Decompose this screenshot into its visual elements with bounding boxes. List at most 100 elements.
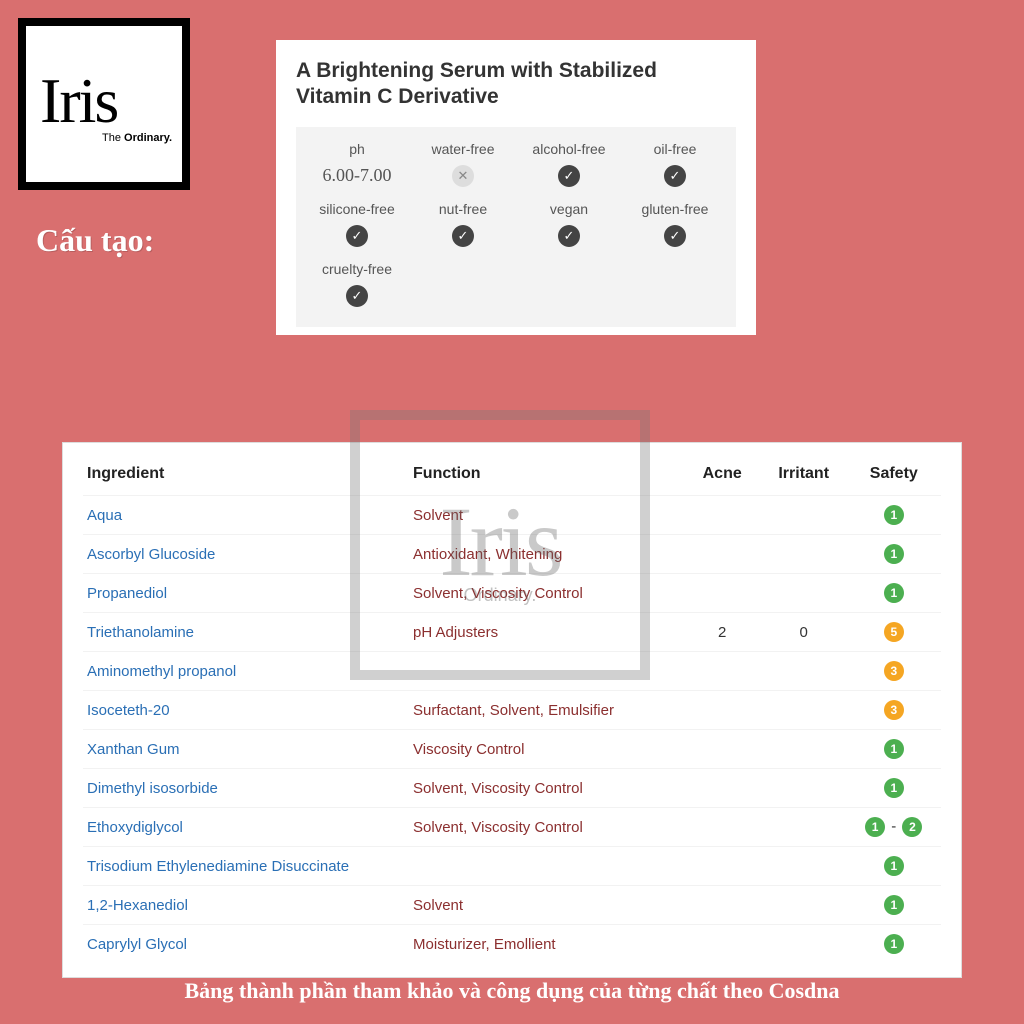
attr-item: ph 6.00-7.00: [304, 141, 410, 187]
cell-ingredient[interactable]: 1,2-Hexanediol: [83, 886, 409, 925]
cell-function: Solvent, Viscosity Control: [409, 769, 684, 808]
cell-irritant: [761, 574, 847, 613]
cell-ingredient[interactable]: Aminomethyl propanol: [83, 652, 409, 691]
attr-item: silicone-free ✓: [304, 201, 410, 247]
cell-safety: 1: [847, 925, 941, 964]
table-row: Ascorbyl GlucosideAntioxidant, Whitening…: [83, 535, 941, 574]
cell-acne: [684, 496, 761, 535]
card-title: A Brightening Serum with Stabilized Vita…: [296, 58, 736, 111]
attr-label: gluten-free: [622, 201, 728, 217]
safety-badge: 2: [902, 817, 922, 837]
safety-badge: 3: [884, 661, 904, 681]
safety-badge: 1: [865, 817, 885, 837]
cell-ingredient[interactable]: Triethanolamine: [83, 613, 409, 652]
cell-safety: 1: [847, 574, 941, 613]
cell-irritant: [761, 652, 847, 691]
safety-badge: 1: [884, 856, 904, 876]
th-function: Function: [409, 457, 684, 496]
cell-acne: [684, 769, 761, 808]
cell-ingredient[interactable]: Propanediol: [83, 574, 409, 613]
table-row: PropanediolSolvent, Viscosity Control 1: [83, 574, 941, 613]
cell-ingredient[interactable]: Xanthan Gum: [83, 730, 409, 769]
cell-irritant: [761, 886, 847, 925]
attr-label: vegan: [516, 201, 622, 217]
section-heading: Cấu tạo:: [36, 222, 154, 259]
th-irritant: Irritant: [761, 457, 847, 496]
cell-safety: 1: [847, 847, 941, 886]
cell-acne: [684, 886, 761, 925]
cell-acne: [684, 652, 761, 691]
cell-irritant: [761, 847, 847, 886]
check-icon: ✓: [664, 225, 686, 247]
cell-irritant: [761, 535, 847, 574]
safety-badge: 5: [884, 622, 904, 642]
safety-badge: 3: [884, 700, 904, 720]
attr-item: nut-free✓: [410, 201, 516, 247]
table-row: Aminomethyl propanol 3: [83, 652, 941, 691]
cell-safety: 5: [847, 613, 941, 652]
cell-irritant: [761, 730, 847, 769]
cell-irritant: [761, 808, 847, 847]
safety-badge: 1: [884, 544, 904, 564]
cell-ingredient[interactable]: Aqua: [83, 496, 409, 535]
cell-safety: 3: [847, 652, 941, 691]
safety-badge: 1: [884, 505, 904, 525]
table-row: TriethanolaminepH Adjusters205: [83, 613, 941, 652]
x-icon: ✕: [452, 165, 474, 187]
cell-acne: [684, 808, 761, 847]
cell-function: [409, 847, 684, 886]
attr-item: alcohol-free ✓: [516, 141, 622, 187]
cell-safety: 3: [847, 691, 941, 730]
cell-ingredient[interactable]: Ethoxydiglycol: [83, 808, 409, 847]
cell-acne: [684, 730, 761, 769]
cell-safety: 1: [847, 886, 941, 925]
attr-grid: ph 6.00-7.00water-free✕alcohol-free ✓ oil-f…: [296, 127, 736, 327]
safety-badge: 1: [884, 895, 904, 915]
safety-badge: 1: [884, 739, 904, 759]
table-row: Trisodium Ethylenediamine Disuccinate 1: [83, 847, 941, 886]
cell-acne: [684, 574, 761, 613]
ingredients-table-card: Ingredient Function Acne Irritant Safety…: [62, 442, 962, 978]
cell-function: Solvent, Viscosity Control: [409, 808, 684, 847]
cell-ingredient[interactable]: Dimethyl isosorbide: [83, 769, 409, 808]
th-acne: Acne: [684, 457, 761, 496]
cell-ingredient[interactable]: Trisodium Ethylenediamine Disuccinate: [83, 847, 409, 886]
attr-item: water-free✕: [410, 141, 516, 187]
th-ingredient: Ingredient: [83, 457, 409, 496]
safety-badge: 1: [884, 934, 904, 954]
table-header-row: Ingredient Function Acne Irritant Safety: [83, 457, 941, 496]
logo-main: Iris: [40, 64, 182, 138]
attr-item: oil-free✓: [622, 141, 728, 187]
attr-label: ph: [304, 141, 410, 157]
range-dash: -: [887, 818, 900, 835]
cell-safety: 1: [847, 535, 941, 574]
logo-sub: The Ordinary.: [102, 132, 182, 144]
cell-function: pH Adjusters: [409, 613, 684, 652]
cell-ingredient[interactable]: Isoceteth-20: [83, 691, 409, 730]
cell-irritant: 0: [761, 613, 847, 652]
attr-label: cruelty-free: [304, 261, 410, 277]
cell-acne: [684, 925, 761, 964]
cell-ingredient[interactable]: Ascorbyl Glucoside: [83, 535, 409, 574]
attr-item: gluten-free ✓: [622, 201, 728, 247]
attr-label: alcohol-free: [516, 141, 622, 157]
safety-badge: 1: [884, 583, 904, 603]
check-icon: ✓: [558, 225, 580, 247]
cell-safety: 1: [847, 730, 941, 769]
table-row: Caprylyl GlycolMoisturizer, Emollient1: [83, 925, 941, 964]
safety-badge: 1: [884, 778, 904, 798]
logo-sub-pre: The: [102, 132, 124, 144]
logo-sub-bold: Ordinary.: [124, 132, 172, 144]
table-row: Xanthan GumViscosity Control 1: [83, 730, 941, 769]
cell-irritant: [761, 496, 847, 535]
cell-function: Solvent, Viscosity Control: [409, 574, 684, 613]
attr-label: silicone-free: [304, 201, 410, 217]
check-icon: ✓: [558, 165, 580, 187]
attr-value: 6.00-7.00: [304, 165, 410, 186]
cell-function: Viscosity Control: [409, 730, 684, 769]
check-icon: ✓: [346, 225, 368, 247]
cell-acne: [684, 691, 761, 730]
cell-ingredient[interactable]: Caprylyl Glycol: [83, 925, 409, 964]
th-safety: Safety: [847, 457, 941, 496]
cell-safety: 1: [847, 496, 941, 535]
